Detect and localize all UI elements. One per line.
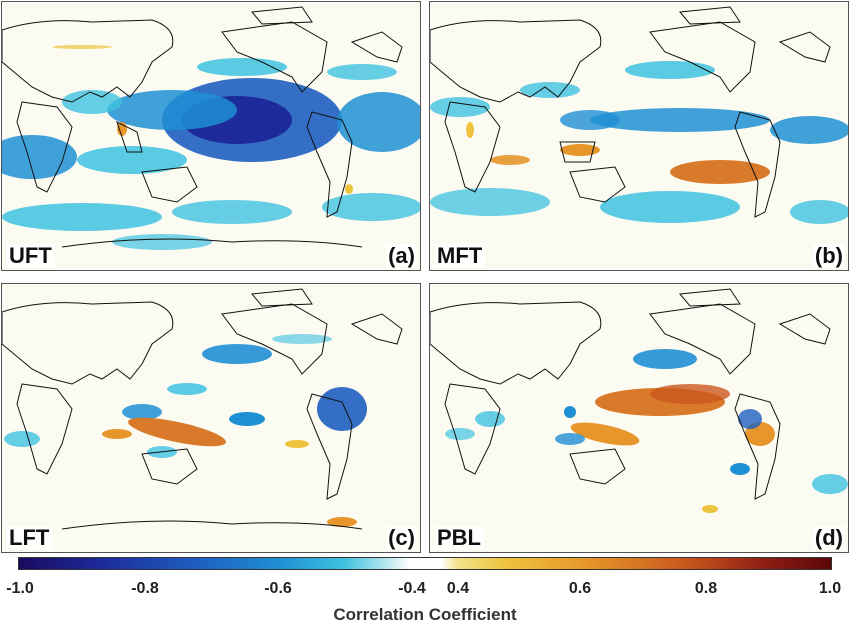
map-panel-mft: MFT (b) — [429, 1, 849, 271]
correlation-map-mft — [430, 6, 848, 224]
panel-level-label: MFT — [434, 244, 486, 268]
panel-letter-label: (d) — [812, 525, 845, 550]
correlation-map-lft — [2, 288, 403, 530]
panel-level-label: LFT — [6, 526, 53, 550]
map-panel-lft: LFT (c) — [1, 283, 421, 553]
map-panel-uft: UFT (a) — [1, 1, 421, 271]
colorbar-tick-label: -0.8 — [131, 580, 159, 597]
panel-level-label: PBL — [434, 526, 484, 550]
correlation-map-pbl — [430, 288, 848, 513]
panel-letter-label: (c) — [386, 525, 417, 550]
panel-level-label: UFT — [6, 244, 55, 268]
map-panel-pbl: PBL (d) — [429, 283, 849, 553]
colorbar-tick-label: 0.8 — [694, 580, 718, 597]
colorbar-tick-label: -1.0 — [6, 580, 34, 597]
colorbar-tick-label: 0.4 — [446, 580, 470, 597]
correlation-map-uft — [2, 6, 420, 250]
colorbar-tick-label: -0.4 — [398, 580, 426, 597]
panel-letter-label: (b) — [812, 243, 845, 268]
panel-letter-label: (a) — [386, 243, 417, 268]
colorbar-tick-label: -0.6 — [264, 580, 292, 597]
colorbar — [18, 557, 832, 570]
colorbar-title: Correlation Coefficient — [333, 605, 517, 624]
colorbar-tick-label: 1.0 — [818, 580, 842, 597]
colorbar-tick-label: 0.6 — [568, 580, 592, 597]
